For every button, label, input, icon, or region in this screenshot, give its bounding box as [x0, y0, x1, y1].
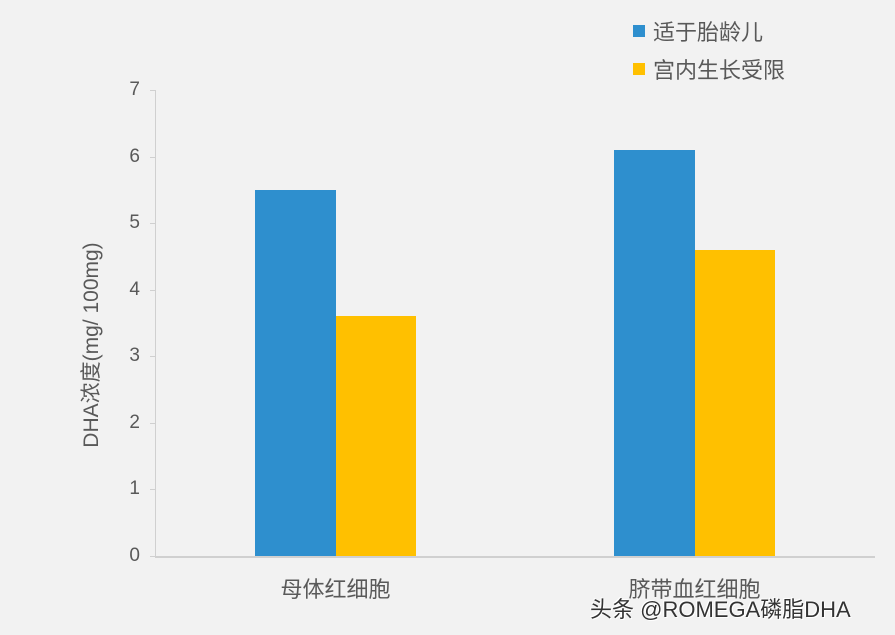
y-tick-mark [150, 289, 155, 291]
x-category-label: 脐带血红细胞 [628, 577, 761, 602]
y-tick-mark [150, 556, 155, 557]
legend-item-aga: 适于胎龄儿 [633, 15, 763, 47]
y-tick-label: 3 [129, 345, 140, 367]
y-tick-label: 4 [129, 278, 140, 300]
y-tick-label: 0 [129, 545, 140, 566]
bar-aga [614, 149, 695, 556]
watermark: 头条 @ROMEGA磷脂DHA [590, 597, 851, 622]
y-tick-mark [150, 489, 155, 491]
legend-swatch-yellow [633, 63, 645, 75]
y-tick-mark [150, 223, 155, 225]
y-tick-label: 5 [129, 212, 140, 234]
bar-iugr [335, 316, 416, 556]
y-tick-label: 7 [129, 79, 140, 100]
bar-iugr [694, 249, 775, 556]
legend-item-iugr: 宫内生长受限 [633, 53, 785, 85]
y-tick-label: 2 [129, 411, 140, 433]
y-tick-label: 1 [129, 478, 140, 500]
x-category-label: 母体红细胞 [280, 577, 391, 602]
y-tick-label: 6 [129, 145, 140, 167]
legend-label: 适于胎龄儿 [653, 20, 764, 45]
y-tick-mark [150, 156, 155, 158]
y-tick-mark [150, 90, 155, 91]
y-axis-line [155, 90, 156, 556]
legend-swatch-blue [633, 25, 645, 37]
y-axis-label: DHA浓度(mg/ 100mg) [80, 242, 103, 448]
y-tick-mark [150, 422, 155, 424]
legend-label: 宫内生长受限 [653, 58, 786, 83]
y-tick-mark [150, 356, 155, 358]
bar-aga [255, 189, 336, 556]
x-axis-line [155, 556, 875, 558]
